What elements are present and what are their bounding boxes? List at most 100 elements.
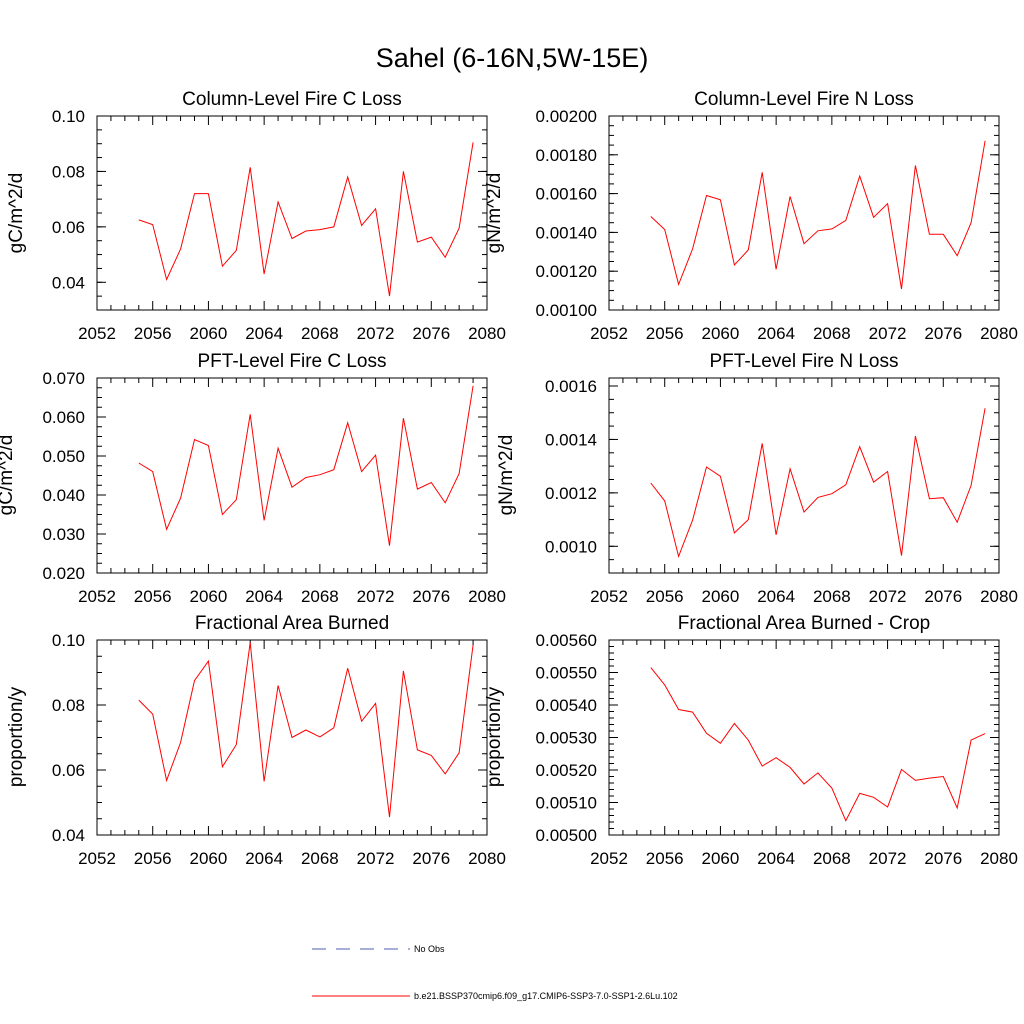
x-tick-label: 2052 [78,324,116,343]
panel-fractional-area-burned-crop: Fractional Area Burned - Crop proportion… [484,613,1018,868]
x-tick-label: 2080 [980,849,1018,868]
y-tick-label: 0.00160 [536,185,597,204]
x-tick-label: 2080 [980,587,1018,606]
x-tick-label: 2076 [412,587,450,606]
y-axis-label: proportion/y [484,686,505,787]
panel-pft-fire-n-loss: PFT-Level Fire N Loss gN/m^2/d 2052 2056 2… [496,351,1018,606]
x-tick-label: 2076 [924,587,962,606]
y-tick-label: 0.00180 [536,146,597,165]
x-tick-label: 2056 [134,849,172,868]
plot-area: 2052 2056 2060 2064 2068 2072 2076 2080 0.04 0.06… [52,107,506,343]
x-tick-label: 2064 [757,324,795,343]
x-tick-label: 2052 [78,587,116,606]
y-tick-label: 0.08 [52,696,85,715]
x-tick-label: 2064 [245,849,283,868]
series-line [650,140,986,290]
x-tick-label: 2052 [590,849,628,868]
plot-area: 2052 2056 2060 2064 2068 2072 2076 2080 0.04 0.06… [52,631,506,868]
series-line [138,142,474,297]
y-tick-label: 0.00100 [536,301,597,320]
y-tick-label: 0.10 [52,107,85,126]
panel-title: Fractional Area Burned [195,613,389,634]
y-tick-label: 0.060 [42,408,85,427]
panel-column-fire-n-loss: Column-Level Fire N Loss gN/m^2/d 2052 20… [484,89,1018,343]
legend-label-no-obs: No Obs [414,944,445,954]
y-tick-label: 0.10 [52,631,85,650]
x-tick-label: 2080 [468,849,506,868]
legend-label-model-run: b.e21.BSSP370cmip6.f09_g17.CMIP6-SSP3-7.… [414,991,678,1001]
x-tick-label: 2068 [813,849,851,868]
y-tick-label: 0.00120 [536,262,597,281]
panel-pft-fire-c-loss: PFT-Level Fire C Loss gC/m^2/d 2052 2056 2… [0,351,506,606]
y-tick-label: 0.050 [42,447,85,466]
x-tick-label: 2072 [357,324,395,343]
panel-title: Fractional Area Burned - Crop [678,613,930,634]
y-tick-label: 0.00500 [536,826,597,845]
x-tick-label: 2072 [357,849,395,868]
x-tick-label: 2056 [646,324,684,343]
x-tick-label: 2072 [869,324,907,343]
x-tick-label: 2060 [702,849,740,868]
x-tick-label: 2076 [924,849,962,868]
plot-area: 2052 2056 2060 2064 2068 2072 2076 2080 0.020 0.0… [42,369,505,606]
y-axis-label: proportion/y [6,686,27,787]
x-tick-label: 2060 [702,324,740,343]
x-tick-label: 2060 [190,587,228,606]
x-tick-label: 2076 [924,324,962,343]
y-tick-label: 0.00540 [536,696,597,715]
y-axis-label: gC/m^2/d [0,435,17,516]
y-tick-label: 0.06 [52,761,85,780]
panel-title: Column-Level Fire C Loss [182,89,402,110]
panel-title: Column-Level Fire N Loss [694,89,914,110]
x-tick-label: 2056 [646,849,684,868]
plot-frame [608,639,1000,836]
y-tick-label: 0.00530 [536,729,597,748]
figure-title: Sahel (6-16N,5W-15E) [376,43,649,73]
x-tick-label: 2072 [357,587,395,606]
panel-title: PFT-Level Fire N Loss [710,351,899,372]
y-axis-label: gC/m^2/d [6,173,27,254]
x-tick-label: 2068 [301,324,339,343]
plot-frame [96,377,488,574]
y-axis-label: gN/m^2/d [484,173,505,254]
y-tick-label: 0.0016 [545,377,597,396]
y-tick-label: 0.06 [52,218,85,237]
y-tick-label: 0.030 [42,525,85,544]
plot-frame [608,115,1000,311]
y-tick-label: 0.08 [52,162,85,181]
x-tick-label: 2056 [134,587,172,606]
x-tick-label: 2076 [412,324,450,343]
y-tick-label: 0.04 [52,273,85,292]
y-tick-label: 0.00560 [536,631,597,650]
x-tick-label: 2068 [813,587,851,606]
y-tick-label: 0.0014 [545,430,597,449]
y-tick-label: 0.0010 [545,537,597,556]
panel-fractional-area-burned: Fractional Area Burned proportion/y 2052… [6,613,506,868]
panel-title: PFT-Level Fire C Loss [198,351,387,372]
y-tick-label: 0.00200 [536,107,597,126]
x-tick-label: 2076 [412,849,450,868]
x-tick-label: 2068 [301,849,339,868]
x-tick-label: 2072 [869,849,907,868]
x-tick-label: 2080 [980,324,1018,343]
x-tick-label: 2068 [301,587,339,606]
panel-column-fire-c-loss: Column-Level Fire C Loss gC/m^2/d 2052 20… [6,89,506,343]
series-line [650,667,986,822]
plot-frame [608,377,1000,574]
y-tick-label: 0.070 [42,369,85,388]
x-tick-label: 2056 [646,587,684,606]
plot-area: 2052 2056 2060 2064 2068 2072 2076 2080 0.00500 0… [536,631,1018,868]
y-tick-label: 0.00140 [536,223,597,242]
x-tick-label: 2064 [245,587,283,606]
y-tick-label: 0.0012 [545,484,597,503]
x-tick-label: 2052 [78,849,116,868]
y-tick-label: 0.00520 [536,761,597,780]
x-tick-label: 2060 [190,324,228,343]
y-tick-label: 0.020 [42,564,85,583]
legend: No Obs b.e21.BSSP370cmip6.f09_g17.CMIP6-… [312,944,678,1001]
y-tick-label: 0.00550 [536,664,597,683]
x-tick-label: 2064 [757,587,795,606]
x-tick-label: 2060 [190,849,228,868]
y-tick-label: 0.00510 [536,794,597,813]
